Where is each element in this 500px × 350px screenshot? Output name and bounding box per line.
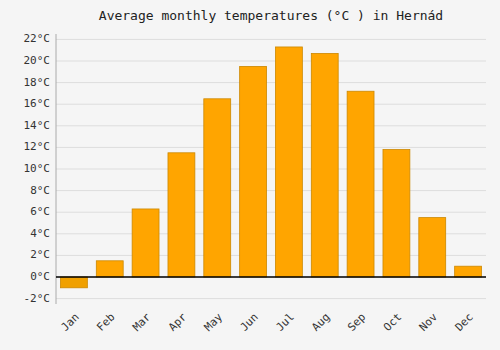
x-tick-label: Oct [381, 311, 404, 334]
grid-line [56, 298, 486, 299]
bar [204, 99, 231, 277]
bar [168, 153, 195, 277]
bar [347, 91, 374, 277]
x-tick-label: Sep [345, 311, 368, 334]
background [0, 0, 500, 350]
x-tick-label: Jul [273, 311, 296, 334]
x-tick-label: May [202, 310, 226, 334]
grid-line [56, 169, 486, 170]
x-tick-label: Nov [417, 310, 441, 334]
x-tick-label: Aug [309, 311, 332, 334]
grid-line [56, 277, 486, 278]
y-tick-label: 14°C [24, 119, 51, 132]
bar [311, 53, 338, 277]
y-tick-label: 22°C [24, 32, 51, 45]
y-tick-label: 16°C [24, 97, 51, 110]
bar [275, 47, 302, 277]
y-tick-label: 20°C [24, 54, 51, 67]
zero-line [56, 276, 486, 278]
title: Average monthly temperatures (°C ) in He… [99, 8, 443, 23]
x-tick-label: Jun [238, 311, 261, 334]
grid-line [56, 190, 486, 191]
chart: -2°C 0°C 2°C 4°C 6°C 8°C 10°C 12°C 14°C 16°C 18°C 2… [0, 0, 500, 350]
y-tick-label: 6°C [30, 205, 50, 218]
x-tick-label: Feb [94, 311, 117, 334]
bar [96, 261, 123, 277]
y-tick-label: 12°C [24, 140, 51, 153]
y-tick-label: 8°C [30, 184, 50, 197]
x-tick-label: Jan [58, 311, 81, 334]
x-tick-label: Apr [166, 310, 190, 334]
x-tick-label: Mar [130, 310, 154, 334]
chart-container: -2°C 0°C 2°C 4°C 6°C 8°C 10°C 12°C 14°C 16°C 18°C 2… [0, 0, 500, 350]
bar [240, 66, 267, 277]
bar [455, 266, 482, 277]
grid-line [56, 61, 486, 62]
grid [56, 39, 486, 298]
y-tick-label: 0°C [30, 270, 50, 283]
y-ticks: -2°C 0°C 2°C 4°C 6°C 8°C 10°C 12°C 14°C 16°C 18°C 2… [24, 32, 51, 304]
bar [383, 150, 410, 277]
y-tick-label: 18°C [24, 76, 51, 89]
grid-line [56, 125, 486, 126]
x-ticks: Jan Feb Mar Apr May Jun Jul Aug Sep Oct Nov Dec [58, 310, 475, 334]
y-axis-line [56, 34, 57, 304]
grid-line [56, 82, 486, 83]
grid-line [56, 39, 486, 40]
bar [132, 209, 159, 277]
x-tick-label: Dec [453, 311, 476, 334]
y-tick-label: 2°C [30, 248, 50, 261]
bar [419, 218, 446, 277]
bar [60, 277, 87, 288]
y-tick-label: 4°C [30, 227, 50, 240]
grid-line [56, 212, 486, 213]
grid-line [56, 147, 486, 148]
y-tick-label: 10°C [24, 162, 51, 175]
grid-line [56, 104, 486, 105]
y-tick-label: -2°C [24, 292, 51, 305]
bars [60, 47, 481, 288]
